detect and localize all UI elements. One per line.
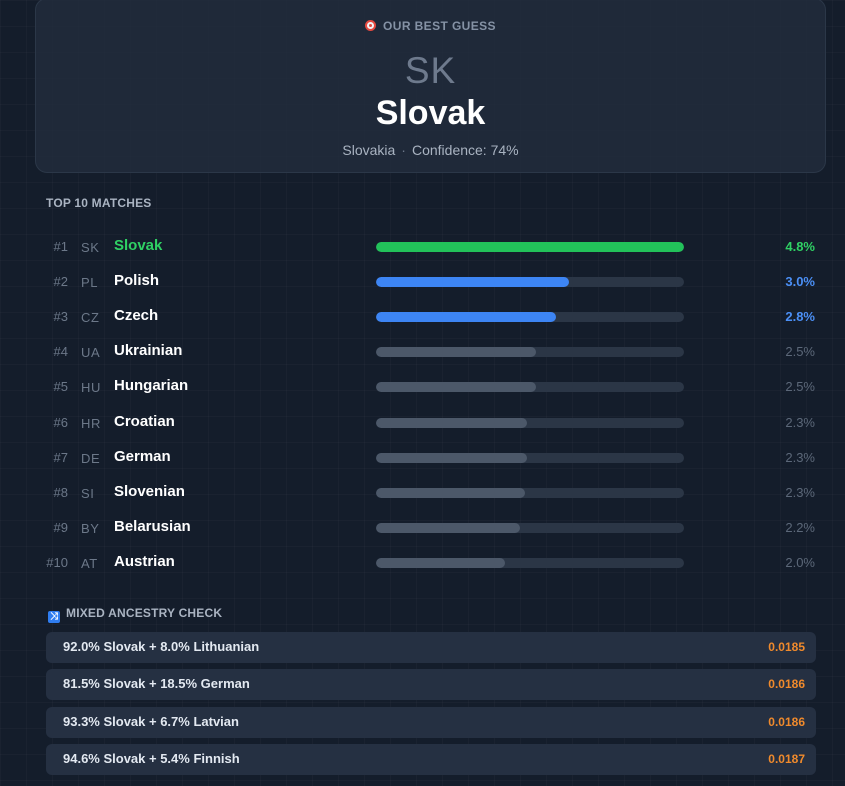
match-code: UA [81,345,101,360]
match-code: HU [81,380,101,395]
match-row: #8 SI Slovenian 2.3% [0,482,845,504]
match-code: CZ [81,310,100,325]
match-code: BY [81,521,100,536]
match-rank: #1 [53,239,68,254]
match-bar-track [376,558,684,568]
match-bar-fill [376,277,569,287]
match-code: PL [81,275,99,290]
mixed-ancestry-row: 94.6% Slovak + 5.4% Finnish 0.0187 [46,744,816,775]
mixed-ancestry-row: 81.5% Slovak + 18.5% German 0.0186 [46,669,816,700]
match-bar-fill [376,347,537,357]
best-guess-confidence: Confidence: 74% [411,142,519,158]
match-rank: #4 [53,344,68,359]
match-row: #1 SK Slovak 4.8% [0,236,845,258]
match-percent: 2.5% [785,344,815,359]
match-percent: 3.0% [785,274,815,289]
best-guess-label-row: OUR BEST GUESS [36,19,825,33]
match-percent: 2.8% [785,309,815,324]
match-bar-track [376,418,684,428]
mixed-ancestry-score: 0.0185 [768,640,805,654]
match-percent: 2.3% [785,450,815,465]
match-bar-fill [376,558,506,568]
match-code: AT [81,556,98,571]
mixed-ancestry-title-row: ⤨ MIXED ANCESTRY CHECK [48,606,222,623]
match-bar-track [376,312,684,322]
match-row: #5 HU Hungarian 2.5% [0,376,845,398]
match-bar-track [376,453,684,463]
match-language: Belarusian [114,518,191,535]
mixed-ancestry-score: 0.0186 [768,715,805,729]
match-rank: #2 [53,274,68,289]
target-icon [365,20,377,31]
match-bar-fill [376,488,526,498]
match-language: Ukrainian [114,342,183,359]
match-bar-fill [376,453,527,463]
match-code: HR [81,416,101,431]
match-rank: #8 [53,485,68,500]
best-guess-card: OUR BEST GUESS SK Slovak Slovakia · Confid… [35,0,826,173]
match-percent: 2.3% [785,415,815,430]
match-language: German [114,448,171,465]
best-guess-label: OUR BEST GUESS [383,19,496,33]
match-code: SK [81,240,100,255]
match-code: SI [81,486,95,501]
mixed-ancestry-label: 94.6% Slovak + 5.4% Finnish [63,751,240,766]
match-row: #4 UA Ukrainian 2.5% [0,341,845,363]
match-bar-fill [376,418,527,428]
shuffle-icon: ⤨ [48,611,60,623]
match-language: Hungarian [114,377,189,394]
mixed-ancestry-title: MIXED ANCESTRY CHECK [66,606,223,620]
match-rank: #10 [46,555,68,570]
match-language: Polish [114,272,160,289]
best-guess-country: Slovakia [342,142,396,158]
match-bar-fill [376,312,556,322]
match-bar-fill [376,242,684,252]
match-row: #10 AT Austrian 2.0% [0,552,845,574]
match-percent: 2.5% [785,379,815,394]
match-language: Slovenian [114,483,185,500]
match-bar-track [376,277,684,287]
mixed-ancestry-label: 92.0% Slovak + 8.0% Lithuanian [63,639,260,654]
match-row: #6 HR Croatian 2.3% [0,412,845,434]
match-language: Austrian [114,553,175,570]
best-guess-code: SK [404,50,457,91]
top-matches-title: TOP 10 MATCHES [46,196,152,210]
match-bar-track [376,488,684,498]
mixed-ancestry-row: 92.0% Slovak + 8.0% Lithuanian 0.0185 [46,632,816,663]
match-percent: 2.3% [785,485,815,500]
best-guess-meta: Slovakia · Confidence: 74% [36,142,825,158]
match-language: Slovak [114,237,163,254]
match-rank: #9 [53,520,68,535]
match-row: #9 BY Belarusian 2.2% [0,517,845,539]
mixed-ancestry-label: 81.5% Slovak + 18.5% German [63,676,250,691]
mixed-ancestry-score: 0.0187 [768,752,805,766]
match-bar-track [376,242,684,252]
mixed-ancestry-row: 93.3% Slovak + 6.7% Latvian 0.0186 [46,707,816,738]
match-percent: 2.0% [785,555,815,570]
match-language: Croatian [114,413,175,430]
best-guess-language: Slovak [375,94,486,132]
mixed-ancestry-label: 93.3% Slovak + 6.7% Latvian [63,714,239,729]
match-bar-track [376,523,684,533]
match-row: #7 DE German 2.3% [0,447,845,469]
mixed-ancestry-score: 0.0186 [768,677,805,691]
match-bar-track [376,382,684,392]
match-percent: 2.2% [785,520,815,535]
match-row: #2 PL Polish 3.0% [0,271,845,293]
match-percent: 4.8% [785,239,815,254]
meta-separator: · [401,142,406,158]
match-bar-fill [376,382,537,392]
match-rank: #6 [53,415,68,430]
match-rank: #5 [53,379,68,394]
match-bar-track [376,347,684,357]
match-row: #3 CZ Czech 2.8% [0,306,845,328]
match-language: Czech [114,307,159,324]
match-code: DE [81,451,101,466]
match-bar-fill [376,523,521,533]
match-rank: #3 [53,309,68,324]
match-rank: #7 [53,450,68,465]
